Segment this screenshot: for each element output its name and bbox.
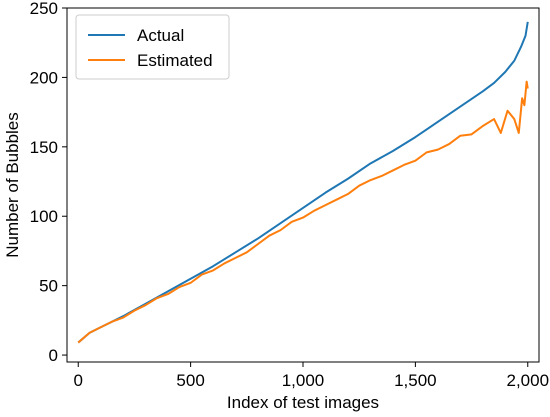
axis-ticks: 0 500 1,000 1,500 2,000 0 50 100 150 200 250 <box>30 0 549 390</box>
x-tick-label: 1,000 <box>282 371 325 390</box>
x-tick-label: 2,000 <box>506 371 549 390</box>
legend-label-actual: Actual <box>137 26 184 45</box>
series-line-estimated <box>77 80 529 344</box>
legend-label-estimated: Estimated <box>137 51 213 70</box>
y-tick-label: 0 <box>49 346 58 365</box>
y-tick-label: 200 <box>30 68 58 87</box>
x-tick-label: 1,500 <box>394 371 437 390</box>
x-axis-title: Index of test images <box>227 393 379 412</box>
y-tick-label: 100 <box>30 207 58 226</box>
y-tick-label: 250 <box>30 0 58 18</box>
y-axis-title: Number of Bubbles <box>3 112 22 258</box>
legend: Actual Estimated <box>75 14 230 80</box>
x-tick-label: 500 <box>176 371 204 390</box>
y-tick-label: 50 <box>39 277 58 296</box>
x-tick-label: 0 <box>74 371 83 390</box>
y-tick-label: 150 <box>30 138 58 157</box>
legend-box <box>75 14 230 80</box>
series-lines <box>77 21 529 344</box>
